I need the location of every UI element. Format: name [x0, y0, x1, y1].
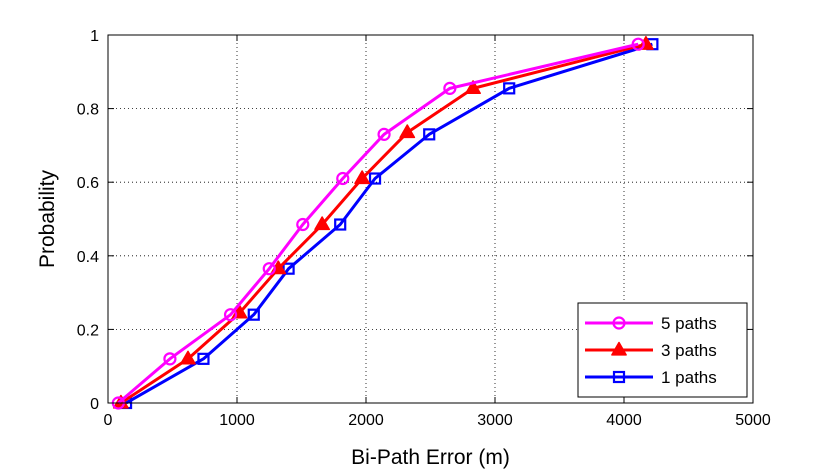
- x-tick-label: 3000: [477, 412, 513, 429]
- data-point-1-paths: [334, 218, 347, 231]
- y-tick-label: 0.4: [77, 249, 99, 266]
- y-tick-label: 1: [90, 28, 99, 45]
- y-tick-label: 0.8: [77, 102, 99, 119]
- series-line-1-paths: [125, 42, 653, 405]
- x-tick-label: 2000: [348, 412, 384, 429]
- data-point-5-paths: [377, 127, 391, 141]
- y-tick-label: 0: [90, 396, 99, 413]
- series-1-paths: [119, 38, 659, 410]
- data-point-1-paths: [368, 172, 382, 185]
- series-group: [111, 35, 659, 410]
- data-point-5-paths: [336, 171, 350, 186]
- data-point-1-paths: [503, 82, 516, 95]
- x-tick-label: 5000: [735, 412, 771, 429]
- data-point-5-paths: [443, 81, 457, 95]
- y-tick-label: 0.2: [77, 322, 99, 339]
- data-point-3-paths: [314, 216, 331, 231]
- data-point-1-paths: [423, 128, 436, 141]
- legend-label-5-paths: 5 paths: [661, 314, 717, 333]
- x-tick-label: 1000: [219, 412, 255, 429]
- y-axis-label: Probability: [36, 169, 59, 268]
- data-point-3-paths: [180, 350, 196, 365]
- series-line-5-paths: [117, 42, 639, 405]
- legend-label-3-paths: 3 paths: [661, 341, 717, 360]
- data-point-5-paths: [631, 37, 645, 51]
- data-point-5-paths: [163, 352, 177, 366]
- data-point-1-paths: [247, 308, 260, 321]
- data-point-1-paths: [282, 262, 295, 275]
- legend-marker-5-paths: [612, 316, 626, 330]
- legend-marker-1-paths: [612, 370, 626, 384]
- data-point-5-paths: [262, 262, 276, 276]
- legend: 5 paths 3 paths 1 paths: [577, 302, 748, 398]
- y-tick-label: 0.6: [77, 175, 99, 192]
- legend-marker-3-paths: [611, 341, 627, 356]
- data-point-5-paths: [223, 308, 238, 322]
- x-tick-label: 0: [104, 412, 113, 429]
- data-point-3-paths: [399, 124, 416, 139]
- data-point-1-paths: [197, 352, 210, 365]
- legend-label-1-paths: 1 paths: [661, 368, 717, 387]
- plot-frame: [107, 34, 754, 404]
- axis-ticks: 0 1000 2000 3000 4000 5000 0 0.2 0.4 0.6 0.8 1: [77, 28, 771, 429]
- x-tick-label: 4000: [606, 412, 642, 429]
- data-point-5-paths: [296, 217, 310, 232]
- data-point-3-paths: [465, 80, 481, 94]
- data-point-3-paths: [354, 170, 371, 185]
- x-axis-label: Bi-Path Error (m): [351, 446, 510, 469]
- grid: [108, 35, 753, 403]
